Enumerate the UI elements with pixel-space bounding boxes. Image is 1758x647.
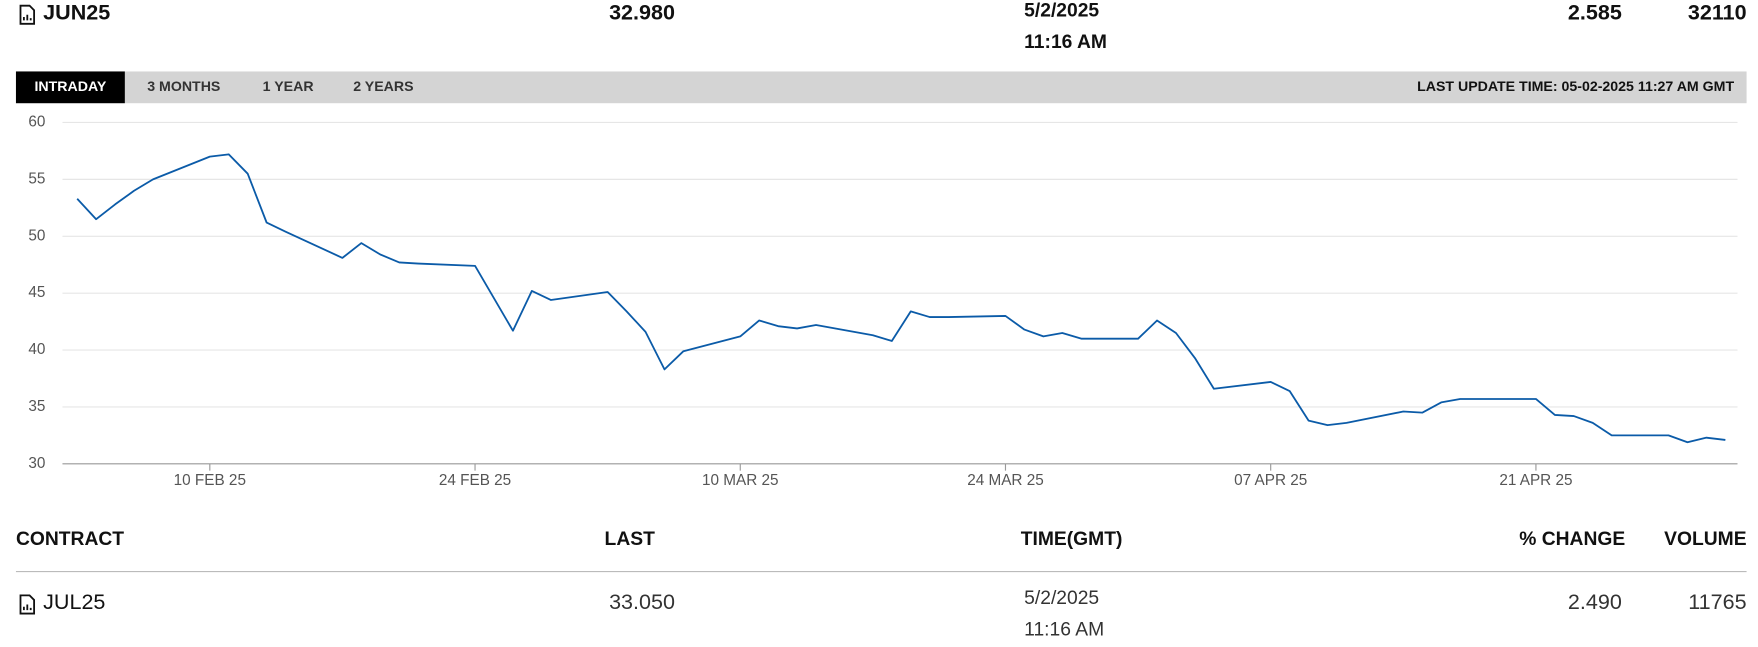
last-update: LAST UPDATE TIME: 05-02-2025 11:27 AM GM… [1417,79,1734,95]
update-date: 5/2/2025 [1024,0,1099,21]
row-last: 33.050 [609,590,675,614]
row-date: 5/2/2025 [1024,588,1099,609]
last-price: 32.980 [609,0,675,24]
row-time: 11:16 AM [1024,620,1104,641]
active-tab[interactable] [15,71,125,104]
row-icon [19,594,36,615]
update-time: 11:16 AM [1024,32,1107,53]
x-tick-label: 10 FEB 25 [174,472,246,489]
row-change: 2.490 [1568,590,1622,614]
tab-bar [15,71,1747,104]
y-tick-label: 50 [28,227,45,244]
x-tick-label: 07 APR 25 [1234,472,1307,489]
y-tick-label: 55 [28,170,45,187]
price-line [76,153,1726,444]
y-tick-label: 45 [28,284,45,301]
column-header: VOLUME [1664,529,1747,550]
column-header: LAST [605,529,656,550]
y-tick-label: 40 [28,341,45,358]
tab[interactable]: 1 YEAR [263,79,314,95]
contract-icon [19,4,36,25]
tab[interactable]: INTRADAY [34,79,106,95]
x-tick-label: 24 MAR 25 [967,472,1044,489]
x-tick-label: 21 APR 25 [1499,472,1572,489]
x-tick-label: 24 FEB 25 [439,472,511,489]
price-chart: 30 35 40 45 50 55 60 10 FEB 25 24 FEB 25 10 MAR 2… [28,114,1738,489]
row-volume: 11765 [1688,590,1746,614]
y-tick-label: 35 [28,398,45,415]
y-tick-label: 60 [28,114,45,131]
contract-name[interactable]: JUN25 [43,0,110,24]
column-header: % CHANGE [1519,529,1625,550]
percent-change: 2.585 [1568,0,1622,24]
tab[interactable]: 3 MONTHS [147,79,220,95]
row-contract[interactable]: JUL25 [43,590,105,614]
column-header: CONTRACT [16,529,124,550]
x-tick-label: 10 MAR 25 [702,472,779,489]
y-tick-label: 30 [28,455,45,472]
column-header: TIME(GMT) [1021,529,1123,550]
volume: 32110 [1688,0,1747,24]
tab[interactable]: 2 YEARS [353,79,413,95]
